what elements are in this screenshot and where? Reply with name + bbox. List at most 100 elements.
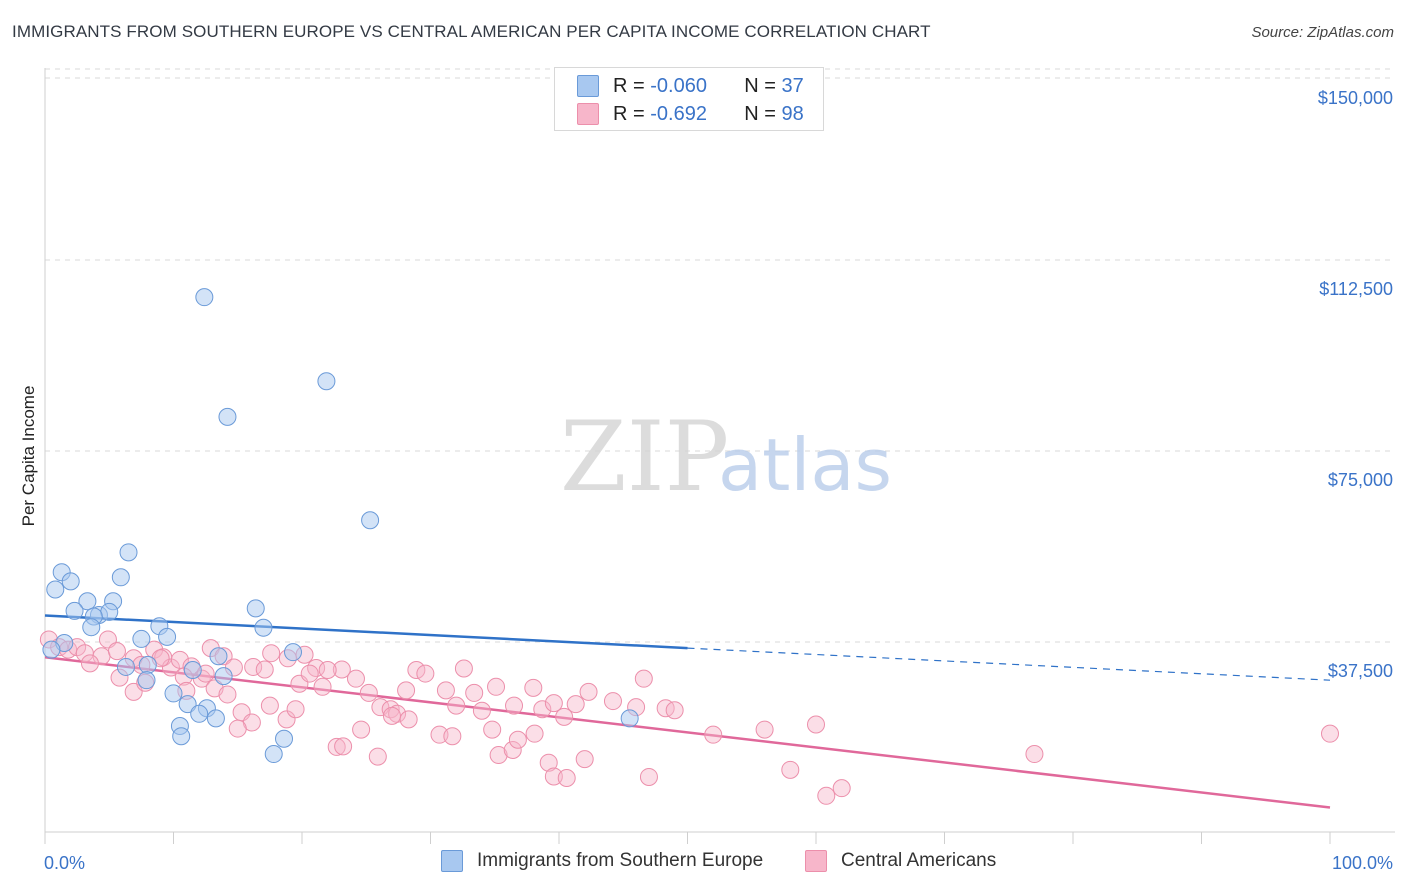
data-point-central-americans: [555, 707, 574, 726]
data-point-southern-europe: [254, 618, 273, 637]
data-point-southern-europe: [111, 568, 130, 587]
data-point-southern-europe: [183, 661, 202, 679]
data-point-southern-europe: [132, 629, 151, 648]
data-point-central-americans: [634, 669, 653, 688]
data-point-southern-europe: [317, 372, 336, 391]
data-point-southern-europe: [82, 618, 101, 637]
legend-swatch-pink: [805, 850, 827, 872]
y-tick-label: $37,500: [1328, 661, 1393, 681]
trend-line-central-americans: [44, 656, 1331, 809]
data-point-southern-europe: [190, 704, 209, 723]
data-point-central-americans: [244, 657, 263, 676]
data-point-southern-europe: [46, 580, 65, 599]
data-point-central-americans: [368, 747, 387, 766]
data-point-central-americans: [639, 767, 658, 786]
data-point-southern-europe: [172, 727, 191, 746]
data-point-central-americans: [832, 779, 851, 798]
data-point-central-americans: [397, 681, 416, 700]
legend-r-label: R =: [613, 102, 651, 125]
data-point-southern-europe: [116, 657, 135, 676]
chart-title: IMMIGRANTS FROM SOUTHERN EUROPE VS CENTR…: [12, 22, 931, 41]
data-point-central-americans: [255, 660, 274, 679]
legend-n-value: 37: [781, 74, 804, 97]
data-point-southern-europe: [209, 647, 228, 666]
data-point-central-americans: [313, 677, 332, 696]
axes: [44, 68, 1395, 844]
y-axis-title: Per Capita Income: [19, 386, 38, 527]
legend-row-blue: R = -0.060 N = 37: [577, 73, 804, 99]
data-point-central-americans: [505, 696, 524, 715]
data-point-central-americans: [465, 683, 484, 702]
legend-n-label: N =: [744, 102, 782, 125]
y-tick-label: $75,000: [1328, 470, 1393, 490]
data-point-central-americans: [524, 678, 543, 697]
data-point-southern-europe: [100, 602, 119, 621]
data-point-central-americans: [228, 719, 247, 738]
data-point-central-americans: [781, 760, 800, 779]
data-point-central-americans: [544, 767, 563, 786]
data-point-central-americans: [286, 700, 305, 719]
data-point-central-americans: [161, 658, 180, 677]
data-point-central-americans: [436, 681, 455, 700]
legend-r-value: -0.692: [650, 102, 707, 125]
legend-swatch-blue: [577, 75, 599, 97]
data-point-central-americans: [817, 786, 836, 805]
data-point-central-americans: [603, 692, 622, 711]
data-point-central-americans: [443, 727, 462, 746]
data-point-central-americans: [533, 700, 552, 719]
data-point-central-americans: [525, 724, 544, 743]
grid-lines: [45, 68, 1395, 643]
data-point-central-americans: [483, 720, 502, 739]
data-point-central-americans: [1321, 724, 1339, 743]
data-point-central-americans: [260, 696, 279, 715]
data-point-central-americans: [170, 650, 189, 669]
data-point-central-americans: [381, 700, 400, 719]
tick-labels: $37,500 $75,000 $112,500 $150,000 0.0% 100.0%: [44, 88, 1393, 873]
data-point-southern-europe: [361, 511, 380, 530]
data-point-central-americans: [704, 725, 723, 744]
trend-line-extension: [687, 647, 1331, 681]
data-point-southern-europe: [138, 655, 157, 674]
legend-label-pink: Central Americans: [841, 850, 997, 871]
data-point-central-americans: [665, 701, 684, 720]
data-point-central-americans: [539, 753, 558, 772]
data-point-southern-europe: [137, 671, 156, 690]
data-point-central-americans: [755, 720, 774, 739]
series-central-americans: [39, 630, 1339, 805]
legend-r-label: R =: [613, 74, 651, 97]
legend-n-label: N =: [744, 74, 782, 97]
legend-swatch-pink: [577, 103, 599, 125]
data-point-central-americans: [508, 730, 527, 749]
x-tick-label: 0.0%: [44, 853, 85, 873]
data-point-central-americans: [544, 694, 563, 713]
legend-n-value: 98: [781, 102, 804, 125]
legend-swatch-blue: [441, 850, 463, 872]
data-point-central-americans: [807, 715, 825, 734]
bottom-legend-blue[interactable]: Immigrants from Southern Europe: [441, 850, 763, 872]
data-point-southern-europe: [178, 695, 197, 714]
data-point-central-americans: [487, 677, 506, 696]
y-tick-label: $150,000: [1318, 88, 1393, 108]
data-point-central-americans: [277, 710, 296, 729]
series-immigrants-southern-europe: [42, 288, 639, 764]
data-point-central-americans: [656, 699, 675, 718]
data-point-southern-europe: [158, 627, 177, 646]
bottom-legend-pink[interactable]: Central Americans: [805, 850, 996, 872]
data-point-central-americans: [447, 696, 466, 715]
data-point-central-americans: [557, 768, 576, 787]
data-point-central-americans: [300, 664, 319, 683]
watermark-zip: ZIP: [560, 401, 729, 513]
data-point-southern-europe: [164, 684, 183, 703]
y-tick-label: $112,500: [1319, 279, 1393, 299]
data-point-central-americans: [327, 737, 346, 756]
data-point-southern-europe: [620, 709, 639, 728]
data-point-southern-europe: [65, 601, 84, 620]
data-point-southern-europe: [42, 640, 61, 659]
data-point-central-americans: [352, 720, 371, 739]
data-point-central-americans: [382, 706, 401, 725]
data-point-central-americans: [80, 654, 99, 673]
data-point-southern-europe: [195, 288, 214, 307]
data-point-central-americans: [107, 642, 126, 661]
source-label: Source: ZipAtlas.com: [1251, 24, 1394, 41]
data-point-southern-europe: [78, 592, 97, 611]
